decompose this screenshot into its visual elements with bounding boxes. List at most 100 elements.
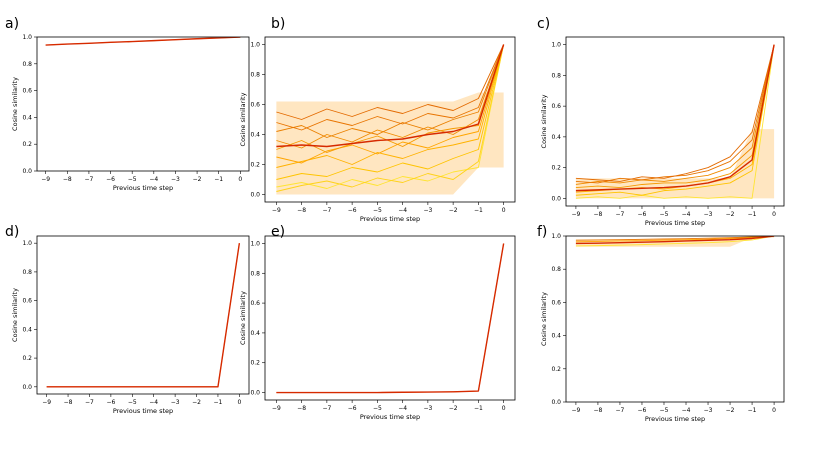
x-axis-label: Previous time step <box>645 219 705 227</box>
y-tick-label: 1.0 <box>551 42 561 49</box>
plot-area <box>575 236 775 247</box>
run-line <box>276 243 505 393</box>
x-tick-label: −2 <box>192 399 201 406</box>
y-tick-label: 0.8 <box>551 72 561 79</box>
run-line <box>575 44 775 199</box>
x-tick-label: −5 <box>660 211 669 218</box>
x-tick-label: 0 <box>772 211 776 218</box>
x-tick-label: −6 <box>638 407 647 414</box>
plot-area <box>46 243 241 388</box>
run-line <box>276 44 505 192</box>
axes-frame <box>565 235 785 403</box>
x-tick-label: −6 <box>638 211 647 218</box>
x-tick-label: −1 <box>214 176 223 183</box>
run-line <box>276 44 505 164</box>
x-axis-label: Previous time step <box>645 415 705 423</box>
y-tick-label: 0.6 <box>250 102 260 109</box>
y-tick-label: 0.8 <box>250 72 260 79</box>
x-tick-label: −6 <box>348 207 357 214</box>
y-tick-label: 0.8 <box>22 61 32 68</box>
x-tick-label: 0 <box>237 399 241 406</box>
x-tick-label: −9 <box>571 407 580 414</box>
run-line <box>276 44 505 189</box>
y-tick-label: 1.0 <box>250 42 260 49</box>
x-tick-label: −3 <box>704 211 713 218</box>
y-tick-label: 0.0 <box>250 192 260 199</box>
x-tick-label: −8 <box>64 399 73 406</box>
x-tick-label: −9 <box>571 211 580 218</box>
axes-frame <box>264 36 516 203</box>
x-tick-label: −3 <box>704 407 713 414</box>
y-tick-label: 0.4 <box>250 330 260 337</box>
x-tick-label: −6 <box>106 399 115 406</box>
mean-line <box>45 37 241 46</box>
y-axis-label: Cosine similarity <box>239 291 247 345</box>
y-tick-label: 0.6 <box>250 300 260 307</box>
panel-c: −9 −8 −7 −6 −5 −4 −3 −2 −1 0 0.0 0.2 0.4 0.6 0.8 1.0 Pre… <box>537 16 785 227</box>
x-tick-label: −4 <box>682 211 691 218</box>
x-tick-label: −7 <box>616 211 625 218</box>
x-tick-label: 0 <box>772 407 776 414</box>
x-axis-label: Previous time step <box>113 184 173 192</box>
plot-area <box>45 37 241 46</box>
panel-a: −9 −8 −7 −6 −5 −4 −3 −2 −1 0 0.0 0.2 0.4 0.6 0.8 1.0 Pre… <box>5 16 250 192</box>
x-tick-label: −9 <box>272 405 281 412</box>
x-tick-label: −9 <box>41 176 50 183</box>
panel-f: −9 −8 −7 −6 −5 −4 −3 −2 −1 0 0.0 0.2 0.4 0.6 0.8 1.0 Pre… <box>537 224 785 423</box>
mean-line <box>575 44 775 192</box>
run-line <box>575 44 775 196</box>
y-tick-label: 0.0 <box>22 168 32 175</box>
x-tick-label: −1 <box>748 211 757 218</box>
y-axis-label: Cosine similarity <box>11 77 19 131</box>
x-tick-label: −8 <box>593 211 602 218</box>
mean-line <box>46 243 241 388</box>
run-line <box>276 44 505 120</box>
y-tick-label: 0.4 <box>250 132 260 139</box>
mean-line <box>276 243 505 394</box>
y-tick-label: 0.2 <box>551 366 561 373</box>
x-tick-label: −1 <box>474 207 483 214</box>
x-axis-label: Previous time step <box>113 407 173 415</box>
y-tick-label: 0.0 <box>551 195 561 202</box>
mean-line <box>276 44 505 148</box>
x-tick-label: −6 <box>348 405 357 412</box>
y-tick-label: 0.8 <box>22 269 32 276</box>
y-tick-label: 0.6 <box>22 298 32 305</box>
x-tick-label: −8 <box>297 405 306 412</box>
run-density-band <box>276 44 504 195</box>
panel-label: b) <box>271 16 285 32</box>
run-line <box>575 44 775 185</box>
x-tick-label: −7 <box>322 207 331 214</box>
y-tick-label: 1.0 <box>22 34 32 41</box>
y-tick-label: 0.0 <box>22 384 32 391</box>
axes-frame <box>565 36 785 207</box>
x-tick-label: −5 <box>373 405 382 412</box>
y-tick-label: 0.2 <box>250 360 260 367</box>
y-tick-label: 0.2 <box>250 162 260 169</box>
x-tick-label: −2 <box>449 405 458 412</box>
plot-area <box>276 44 505 195</box>
x-tick-label: −3 <box>171 176 180 183</box>
axes-frame <box>36 36 250 172</box>
x-tick-label: −2 <box>449 207 458 214</box>
x-tick-label: −7 <box>85 399 94 406</box>
y-tick-label: 0.0 <box>551 399 561 406</box>
x-tick-label: −4 <box>682 407 691 414</box>
panel-e: −9 −8 −7 −6 −5 −4 −3 −2 −1 0 0.0 0.2 0.4 0.6 0.8 1.0 Pre… <box>239 224 516 421</box>
y-tick-label: 0.8 <box>250 270 260 277</box>
axes-frame <box>264 235 516 401</box>
x-tick-label: −7 <box>322 405 331 412</box>
y-tick-label: 0.2 <box>22 355 32 362</box>
x-tick-label: −6 <box>106 176 115 183</box>
y-tick-label: 1.0 <box>250 240 260 247</box>
panel-label: e) <box>271 224 285 240</box>
y-tick-label: 1.0 <box>551 233 561 240</box>
x-tick-label: −7 <box>84 176 93 183</box>
plot-area <box>276 243 505 394</box>
run-line <box>46 243 240 388</box>
y-axis-label: Cosine similarity <box>239 92 247 146</box>
panel-b: −9 −8 −7 −6 −5 −4 −3 −2 −1 0 0.0 0.2 0.4 0.6 0.8 1.0 Pre… <box>239 16 516 223</box>
y-tick-label: 1.0 <box>22 240 32 247</box>
run-line <box>276 44 505 180</box>
